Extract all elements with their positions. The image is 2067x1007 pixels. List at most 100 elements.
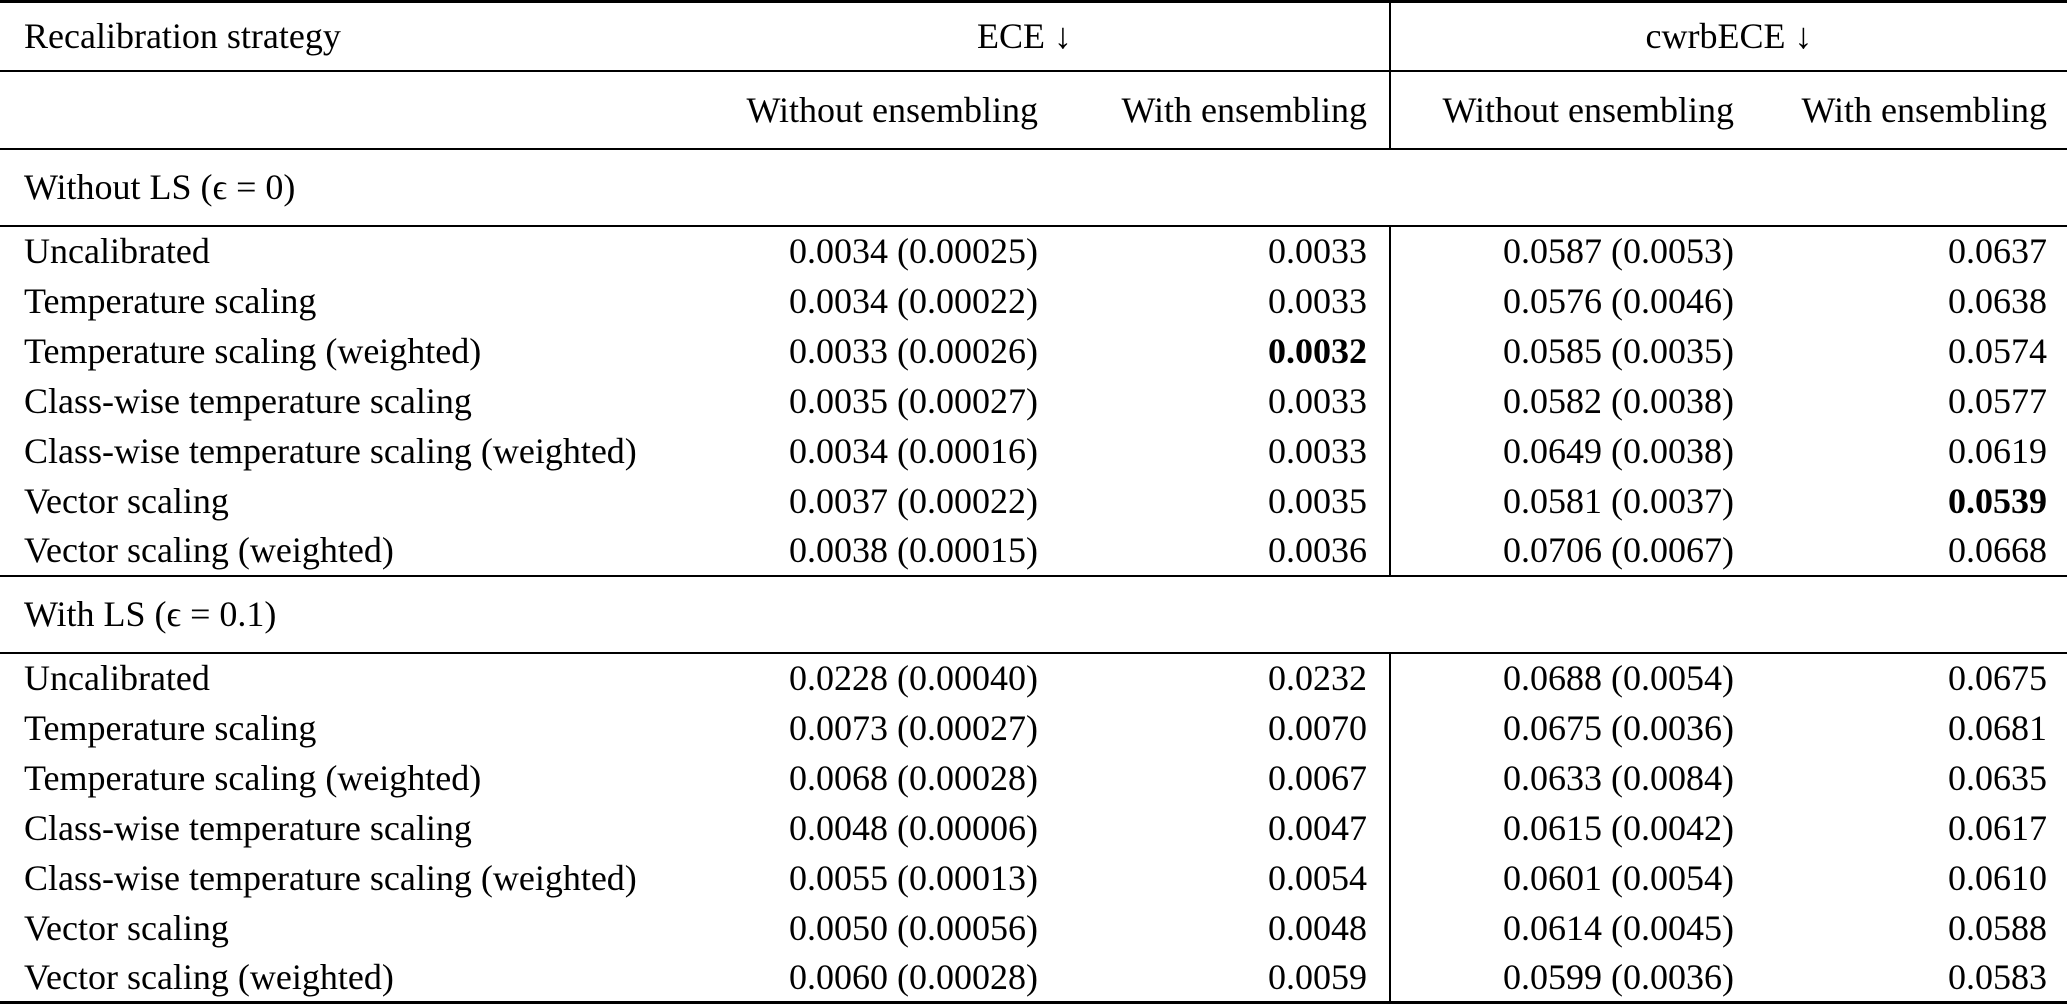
table-row: Uncalibrated 0.0228 (0.00040) 0.0232 0.0… [0, 652, 2067, 703]
value-cell-cwrbece-with: 0.0577 [1948, 380, 2047, 421]
value-cell-cwrbece-with: 0.0588 [1948, 907, 2047, 948]
value-cell-cwrbece-without: 0.0633 (0.0084) [1389, 752, 1740, 803]
subheader-cwrbece-without-ensembling: Without ensembling [1389, 70, 1740, 150]
value-cell-cwrbece-without: 0.0599 (0.0036) [1389, 952, 1740, 1003]
table-row: Vector scaling 0.0037 (0.00022) 0.0035 0… [0, 475, 2067, 526]
value-cell-cwrbece-with: 0.0635 [1948, 757, 2047, 798]
table-row: Vector scaling (weighted) 0.0060 (0.0002… [0, 952, 2067, 1003]
strategy-cell: Temperature scaling [24, 707, 317, 748]
table-row: Vector scaling (weighted) 0.0038 (0.0001… [0, 525, 2067, 576]
value-cell-cwrbece-with: 0.0610 [1948, 857, 2047, 898]
value-cell-cwrbece-with: 0.0668 [1948, 530, 2047, 570]
table-row: Vector scaling 0.0050 (0.00056) 0.0048 0… [0, 902, 2067, 953]
value-cell-ece-with: 0.0059 [1268, 956, 1367, 997]
subheader-ece-with-ensembling: With ensembling [1042, 70, 1390, 150]
value-cell-cwrbece-without: 0.0649 (0.0038) [1389, 425, 1740, 476]
section-title: Without LS (ϵ = 0) [0, 147, 2067, 227]
strategy-cell: Class-wise temperature scaling [24, 380, 472, 421]
value-cell-cwrbece-with: 0.0574 [1948, 330, 2047, 371]
value-cell-cwrbece-with: 0.0539 [1948, 480, 2047, 521]
value-cell-ece-without: 0.0228 (0.00040) [789, 658, 1038, 698]
value-cell-cwrbece-with: 0.0583 [1948, 956, 2047, 997]
value-cell-cwrbece-with: 0.0675 [1948, 658, 2047, 698]
value-cell-cwrbece-without: 0.0576 (0.0046) [1389, 275, 1740, 326]
value-cell-cwrbece-without: 0.0675 (0.0036) [1389, 702, 1740, 753]
strategy-cell: Class-wise temperature scaling [24, 807, 472, 848]
value-cell-cwrbece-with: 0.0637 [1948, 231, 2047, 271]
value-cell-ece-with: 0.0033 [1268, 380, 1367, 421]
column-group-ece: ECE ↓ [660, 1, 1390, 72]
value-cell-ece-with: 0.0070 [1268, 707, 1367, 748]
value-cell-ece-with: 0.0036 [1268, 530, 1367, 570]
value-cell-ece-with: 0.0033 [1268, 231, 1367, 271]
strategy-cell: Temperature scaling (weighted) [24, 330, 482, 371]
section-header-with-ls: With LS (ϵ = 0.1) [0, 574, 2067, 654]
table-row: Class-wise temperature scaling 0.0048 (0… [0, 802, 2067, 853]
value-cell-cwrbece-without: 0.0587 (0.0053) [1389, 225, 1740, 276]
value-cell-cwrbece-without: 0.0688 (0.0054) [1389, 652, 1740, 703]
strategy-cell: Class-wise temperature scaling (weighted… [24, 430, 637, 471]
table-row: Temperature scaling (weighted) 0.0033 (0… [0, 325, 2067, 376]
table-row: Class-wise temperature scaling 0.0035 (0… [0, 375, 2067, 426]
value-cell-ece-with: 0.0032 [1268, 330, 1367, 371]
value-cell-ece-without: 0.0034 (0.00022) [789, 280, 1038, 321]
value-cell-ece-with: 0.0033 [1268, 430, 1367, 471]
value-cell-ece-without: 0.0060 (0.00028) [789, 956, 1038, 997]
value-cell-ece-without: 0.0050 (0.00056) [789, 907, 1038, 948]
strategy-cell: Vector scaling [24, 480, 229, 521]
table-row: Uncalibrated 0.0034 (0.00025) 0.0033 0.0… [0, 225, 2067, 276]
value-cell-ece-without: 0.0055 (0.00013) [789, 857, 1038, 898]
strategy-cell: Uncalibrated [24, 231, 210, 271]
value-cell-ece-with: 0.0033 [1268, 280, 1367, 321]
strategy-cell: Class-wise temperature scaling (weighted… [24, 857, 637, 898]
subheader-cwrbece-with-ensembling: With ensembling [1740, 70, 2067, 150]
table-row: Temperature scaling (weighted) 0.0068 (0… [0, 752, 2067, 803]
value-cell-cwrbece-without: 0.0581 (0.0037) [1389, 475, 1740, 526]
table-row: Class-wise temperature scaling (weighted… [0, 852, 2067, 903]
table-row: Temperature scaling 0.0034 (0.00022) 0.0… [0, 275, 2067, 326]
value-cell-cwrbece-without: 0.0582 (0.0038) [1389, 375, 1740, 426]
value-cell-cwrbece-with: 0.0638 [1948, 280, 2047, 321]
section-title: With LS (ϵ = 0.1) [0, 574, 2067, 654]
empty-header-cell [0, 70, 660, 150]
subheader-ece-without-ensembling: Without ensembling [660, 70, 1042, 150]
strategy-cell: Vector scaling (weighted) [24, 956, 394, 997]
value-cell-cwrbece-without: 0.0585 (0.0035) [1389, 325, 1740, 376]
value-cell-ece-with: 0.0054 [1268, 857, 1367, 898]
value-cell-cwrbece-without: 0.0615 (0.0042) [1389, 802, 1740, 853]
section-header-without-ls: Without LS (ϵ = 0) [0, 147, 2067, 227]
value-cell-ece-with: 0.0047 [1268, 807, 1367, 848]
strategy-cell: Vector scaling [24, 907, 229, 948]
value-cell-ece-without: 0.0073 (0.00027) [789, 707, 1038, 748]
value-cell-cwrbece-without: 0.0614 (0.0045) [1389, 902, 1740, 953]
strategy-cell: Temperature scaling (weighted) [24, 757, 482, 798]
value-cell-ece-without: 0.0038 (0.00015) [789, 530, 1038, 570]
value-cell-ece-without: 0.0033 (0.00026) [789, 330, 1038, 371]
strategy-cell: Vector scaling (weighted) [24, 530, 394, 570]
value-cell-cwrbece-with: 0.0681 [1948, 707, 2047, 748]
strategy-cell: Uncalibrated [24, 658, 210, 698]
value-cell-ece-without: 0.0037 (0.00022) [789, 480, 1038, 521]
value-cell-cwrbece-with: 0.0619 [1948, 430, 2047, 471]
value-cell-ece-with: 0.0232 [1268, 658, 1367, 698]
table-row: Temperature scaling 0.0073 (0.00027) 0.0… [0, 702, 2067, 753]
value-cell-cwrbece-without: 0.0601 (0.0054) [1389, 852, 1740, 903]
value-cell-ece-with: 0.0035 [1268, 480, 1367, 521]
table-row: Class-wise temperature scaling (weighted… [0, 425, 2067, 476]
column-group-cwrbece: cwrbECE ↓ [1389, 1, 2067, 72]
value-cell-ece-without: 0.0068 (0.00028) [789, 757, 1038, 798]
value-cell-ece-without: 0.0034 (0.00025) [789, 231, 1038, 271]
value-cell-cwrbece-with: 0.0617 [1948, 807, 2047, 848]
column-header-strategy: Recalibration strategy [0, 1, 660, 72]
strategy-cell: Temperature scaling [24, 280, 317, 321]
value-cell-ece-with: 0.0067 [1268, 757, 1367, 798]
header-sub-row: Without ensembling With ensembling Witho… [0, 70, 2067, 150]
header-group-row: Recalibration strategy ECE ↓ cwrbECE ↓ [0, 1, 2067, 72]
value-cell-ece-without: 0.0035 (0.00027) [789, 380, 1038, 421]
value-cell-ece-without: 0.0048 (0.00006) [789, 807, 1038, 848]
value-cell-ece-with: 0.0048 [1268, 907, 1367, 948]
value-cell-ece-without: 0.0034 (0.00016) [789, 430, 1038, 471]
value-cell-cwrbece-without: 0.0706 (0.0067) [1389, 525, 1740, 576]
